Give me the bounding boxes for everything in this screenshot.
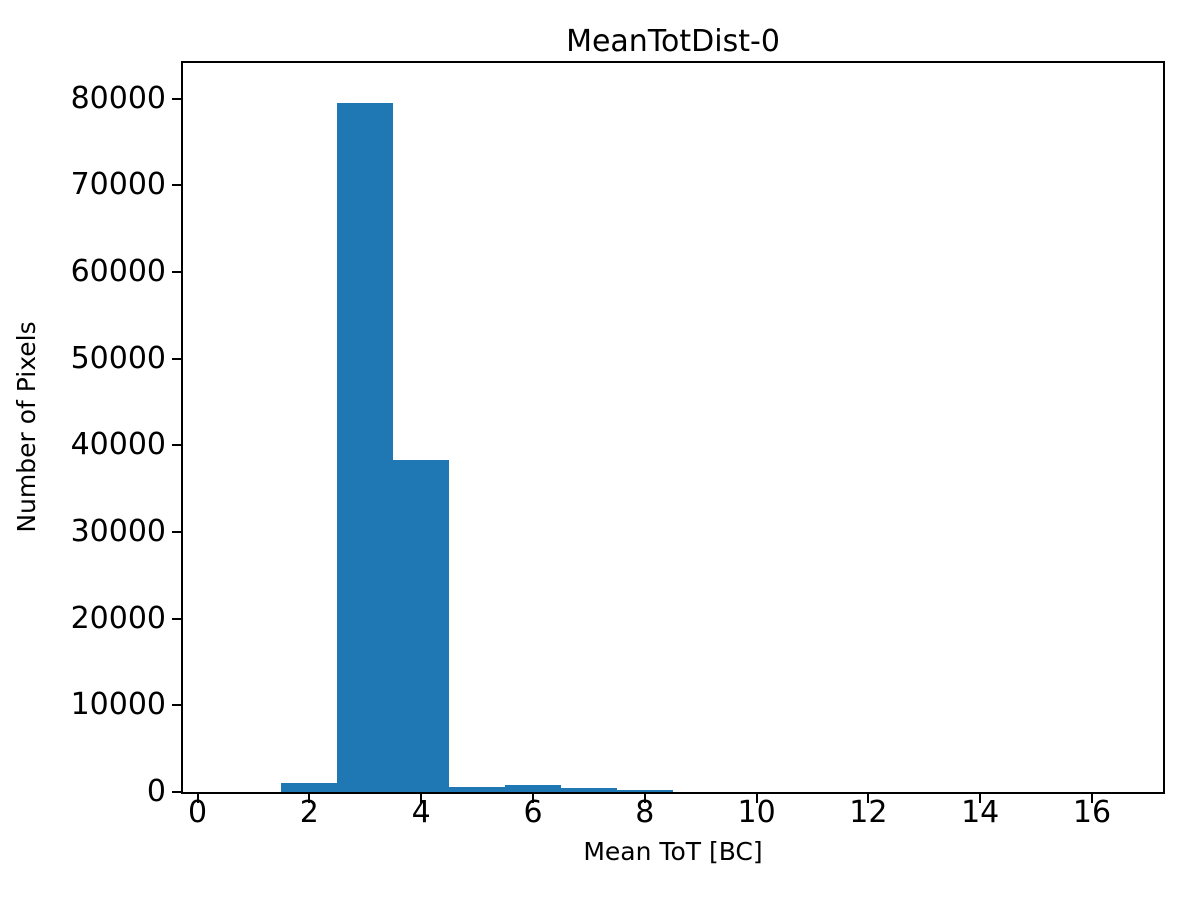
histogram-bar — [337, 102, 394, 792]
x-axis-tick — [1091, 794, 1093, 803]
y-axis-tick — [172, 617, 181, 620]
x-axis-tick-label: 10 — [737, 795, 776, 830]
histogram-bar — [449, 787, 505, 792]
x-axis-tick-label: 2 — [299, 795, 319, 830]
y-axis-tick-label: 30000 — [70, 514, 166, 549]
y-axis-tick — [172, 184, 181, 187]
chart-title: MeanTotDist-0 — [566, 24, 780, 59]
x-axis-tick — [532, 794, 534, 803]
y-axis-tick-label: 80000 — [70, 80, 166, 116]
x-axis-tick-label: 6 — [523, 795, 543, 830]
x-axis-tick — [867, 794, 870, 803]
x-axis-tick — [979, 794, 982, 803]
y-axis-tick-label: 70000 — [70, 167, 166, 203]
y-axis-tick — [172, 357, 181, 360]
x-axis-tick — [643, 794, 646, 803]
x-axis-tick-label: 14 — [961, 795, 1000, 830]
y-axis-tick — [172, 791, 181, 793]
y-axis-tick-label: 40000 — [70, 427, 166, 463]
histogram-bar — [560, 787, 617, 792]
x-axis-tick — [308, 794, 311, 803]
y-axis-tick — [172, 270, 181, 273]
y-axis-tick — [172, 531, 181, 533]
histogram-bar — [281, 782, 338, 792]
x-axis-tick-label: 12 — [849, 795, 888, 830]
plot-area — [181, 61, 1165, 794]
x-axis-label: Mean ToT [BC] — [583, 837, 763, 866]
x-axis-tick — [755, 794, 758, 803]
x-axis-tick — [196, 794, 199, 803]
x-axis-tick-label: 8 — [635, 795, 655, 830]
y-axis-tick — [172, 444, 181, 447]
y-axis-tick — [172, 97, 181, 100]
histogram-bar — [616, 790, 673, 792]
y-axis-tick-label: 60000 — [70, 253, 166, 289]
y-axis-tick-label: 50000 — [70, 340, 166, 376]
histogram-bar — [505, 785, 561, 792]
y-axis-tick — [172, 704, 181, 707]
x-axis-tick — [420, 794, 423, 803]
y-axis-tick-label: 20000 — [70, 600, 166, 636]
y-axis-tick-label: 0 — [146, 774, 166, 809]
x-axis-tick-label: 0 — [187, 795, 208, 830]
histogram-bar — [393, 460, 450, 792]
x-axis-tick-label: 4 — [411, 795, 431, 830]
y-axis-tick-label: 10000 — [70, 687, 166, 723]
x-axis-tick-label: 16 — [1072, 795, 1112, 830]
